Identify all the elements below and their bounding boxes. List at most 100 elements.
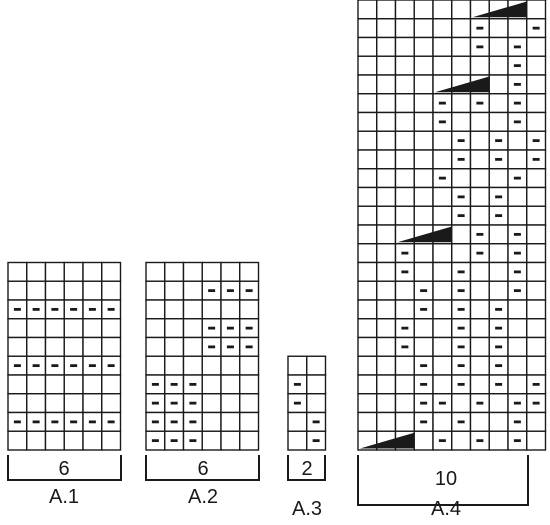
- stitch-cell: [488, 393, 509, 414]
- stitch-cell: [44, 318, 65, 339]
- purl-symbol: [51, 364, 59, 368]
- stitch-cell: [526, 318, 547, 339]
- purl-symbol: [189, 401, 197, 405]
- stitch-cell: [432, 186, 453, 207]
- stitch-cell: [357, 411, 378, 432]
- stitch-cell: [357, 299, 378, 320]
- purl-symbol: [51, 420, 59, 424]
- stitch-cell: [376, 393, 397, 414]
- purl-symbol: [170, 420, 178, 424]
- purl-symbol: [401, 270, 409, 274]
- stitch-cell: [376, 374, 397, 395]
- decrease-wedge-symbol: [360, 432, 415, 449]
- purl-symbol: [13, 420, 21, 424]
- purl-symbol: [513, 45, 521, 49]
- stitch-cell: [526, 111, 547, 132]
- chart-grids: [7, 0, 547, 451]
- stitch-cell: [432, 243, 453, 264]
- purl-symbol: [495, 345, 503, 349]
- purl-symbol: [293, 382, 301, 386]
- purl-symbol: [438, 120, 446, 124]
- stitch-cell: [63, 393, 84, 414]
- stitch-cell: [413, 111, 434, 132]
- a2-bracket: [145, 455, 260, 481]
- stitch-cell: [507, 186, 528, 207]
- stitch-cell: [394, 149, 415, 170]
- purl-symbol: [476, 439, 484, 443]
- stitch-cell: [145, 336, 166, 357]
- stitch-cell: [239, 374, 260, 395]
- a1-label: A.1: [49, 486, 79, 508]
- stitch-cell: [507, 130, 528, 151]
- stitch-cell: [220, 411, 241, 432]
- stitch-cell: [488, 261, 509, 282]
- stitch-cell: [357, 130, 378, 151]
- stitch-cell: [376, 74, 397, 95]
- purl-symbol: [32, 420, 40, 424]
- stitch-cell: [357, 318, 378, 339]
- purl-symbol: [438, 101, 446, 105]
- stitch-cell: [101, 393, 122, 414]
- stitch-cell: [432, 411, 453, 432]
- stitch-cell: [432, 318, 453, 339]
- stitch-cell: [507, 336, 528, 357]
- stitch-cell: [287, 355, 308, 376]
- stitch-cell: [469, 280, 490, 301]
- stitch-cell: [145, 355, 166, 376]
- purl-symbol: [401, 326, 409, 330]
- purl-symbol: [107, 307, 115, 311]
- stitch-cell: [357, 224, 378, 245]
- purl-symbol: [457, 214, 465, 218]
- purl-symbol: [476, 26, 484, 30]
- stitch-cell: [201, 374, 222, 395]
- purl-symbol: [107, 420, 115, 424]
- stitch-cell: [82, 261, 103, 282]
- stitch-cell: [526, 0, 547, 20]
- purl-symbol: [401, 345, 409, 349]
- stitch-cell: [469, 336, 490, 357]
- purl-symbol: [32, 307, 40, 311]
- diagram-a3-grid: [287, 355, 327, 451]
- stitch-cell: [101, 336, 122, 357]
- purl-symbol: [151, 401, 159, 405]
- stitch-cell: [488, 411, 509, 432]
- stitch-cell: [451, 93, 472, 114]
- purl-symbol: [513, 270, 521, 274]
- purl-symbol: [312, 439, 320, 443]
- decrease-wedge-symbol: [472, 1, 527, 18]
- stitch-cell: [469, 55, 490, 76]
- a1-bracket: [7, 455, 122, 481]
- purl-symbol: [208, 345, 216, 349]
- purl-symbol: [513, 176, 521, 180]
- a1-stitch-count: 6: [58, 458, 69, 480]
- purl-symbol: [457, 382, 465, 386]
- stitch-cell: [63, 261, 84, 282]
- purl-symbol: [532, 26, 540, 30]
- purl-symbol: [513, 101, 521, 105]
- stitch-cell: [26, 430, 47, 451]
- stitch-cell: [451, 55, 472, 76]
- stitch-cell: [413, 186, 434, 207]
- stitch-cell: [7, 393, 28, 414]
- purl-symbol: [513, 439, 521, 443]
- purl-symbol: [170, 401, 178, 405]
- purl-symbol: [476, 401, 484, 405]
- purl-symbol: [457, 270, 465, 274]
- stitch-cell: [451, 0, 472, 20]
- purl-symbol: [457, 157, 465, 161]
- stitch-cell: [287, 430, 308, 451]
- purl-symbol: [13, 307, 21, 311]
- stitch-cell: [451, 224, 472, 245]
- stitch-cell: [376, 280, 397, 301]
- stitch-cell: [201, 393, 222, 414]
- stitch-cell: [469, 355, 490, 376]
- stitch-cell: [526, 336, 547, 357]
- purl-symbol: [532, 382, 540, 386]
- stitch-cell: [376, 93, 397, 114]
- stitch-cell: [413, 36, 434, 57]
- purl-symbol: [420, 420, 428, 424]
- purl-symbol: [189, 382, 197, 386]
- stitch-cell: [145, 261, 166, 282]
- stitch-cell: [145, 318, 166, 339]
